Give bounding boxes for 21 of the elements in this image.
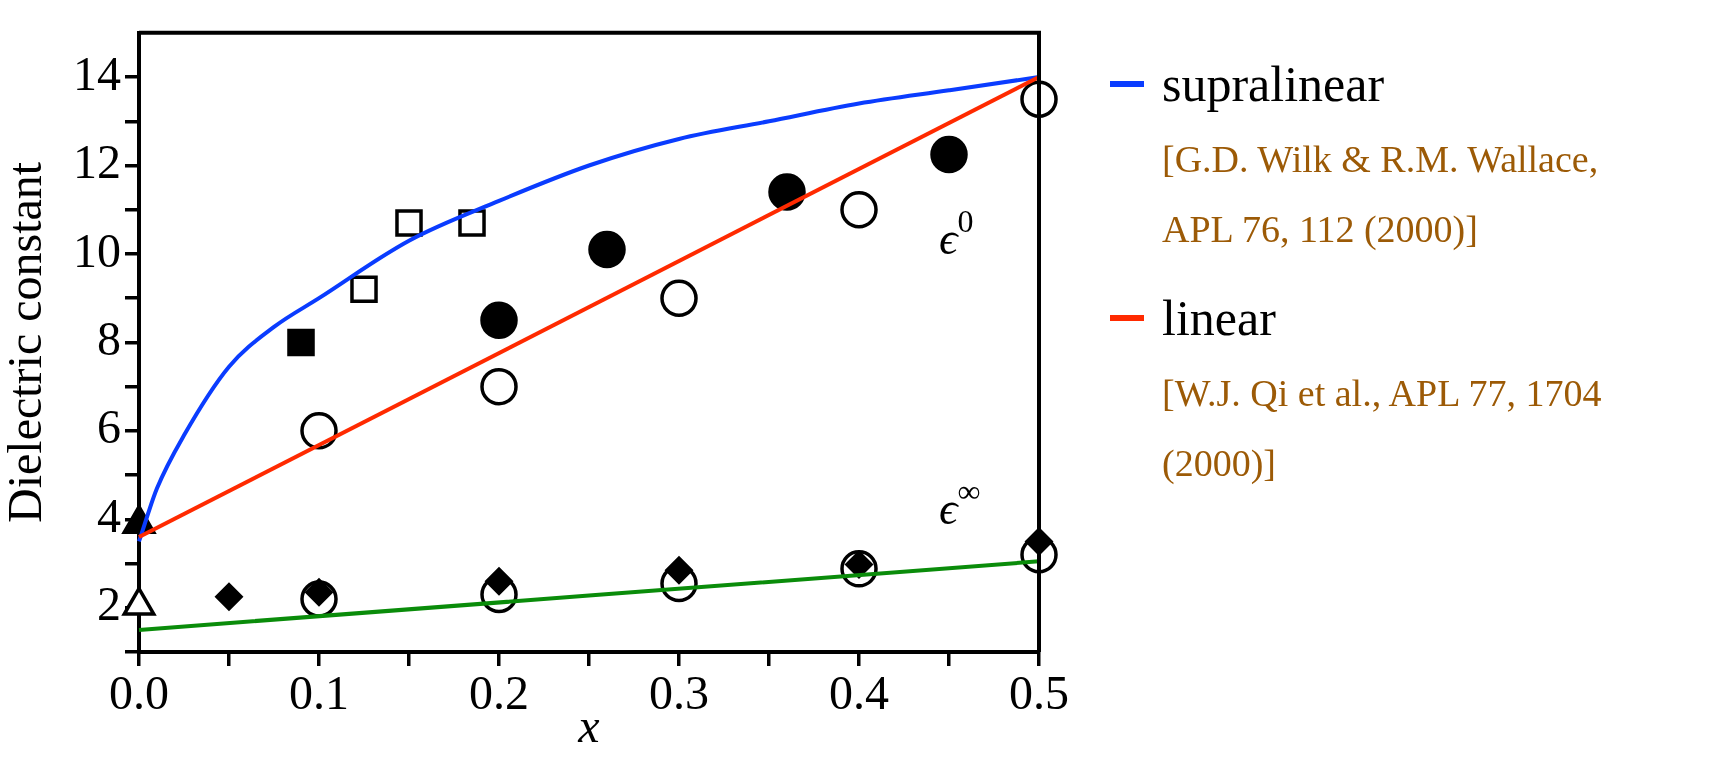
text: [G.D. Wilk & R.M. Wallace, APL 76, 112 (2000)] (1162, 137, 1600, 252)
y-tick-label: 8 (97, 312, 121, 366)
x-tick-label: 0.1 (289, 666, 349, 720)
y-tick-label: 12 (73, 135, 121, 189)
annotation: ϵ$^{∞}$ (939, 472, 981, 536)
legend-label: linear (1162, 289, 1276, 347)
x-tick-label: 0.4 (829, 666, 889, 720)
legend-label: supralinear (1162, 55, 1385, 113)
x-tick-label: 0.5 (1009, 666, 1069, 720)
y-tick-label: 6 (97, 400, 121, 454)
y-tick-label: 4 (97, 488, 121, 542)
y-axis-title: Dielectric constant (0, 161, 52, 523)
text: [W.J. Qi et al., APL 77, 1704 (2000)] (1162, 371, 1603, 486)
x-axis-title: x (577, 698, 600, 752)
y-tick-label: 2 (97, 577, 121, 631)
annotation: ϵ$^{0}$ (939, 202, 974, 266)
y-tick-label: 10 (73, 223, 121, 277)
x-tick-label: 0.2 (469, 666, 529, 720)
y-tick-label: 14 (73, 46, 121, 100)
x-tick-label: 0.0 (109, 666, 169, 720)
x-tick-label: 0.3 (649, 666, 709, 720)
